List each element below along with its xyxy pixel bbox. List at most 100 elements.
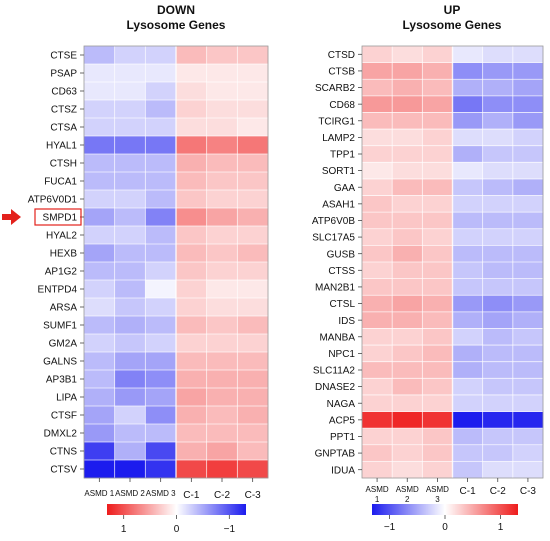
down-heatmap-cell — [114, 316, 146, 335]
up-heatmap-cell — [422, 428, 453, 446]
down-column-label: C-1 — [183, 490, 200, 501]
up-heatmap-cell — [482, 361, 514, 379]
down-heatmap-cell — [237, 118, 269, 137]
down-row-label: CTSA — [50, 123, 77, 134]
down-heatmap-cell — [84, 208, 115, 227]
down-heatmap-cell — [176, 64, 207, 83]
up-heatmap-cell — [362, 378, 393, 396]
down-heatmap-cell — [114, 424, 146, 443]
down-heatmap-cell — [206, 82, 238, 101]
up-heatmap-cell — [512, 228, 544, 246]
down-heatmap-cell — [206, 136, 238, 155]
up-heatmap-cell — [422, 212, 453, 230]
up-heatmap-cell — [512, 195, 544, 213]
up-heatmap-cell — [482, 62, 514, 80]
up-row-label: NPC1 — [328, 349, 355, 360]
up-heatmap-cell — [362, 112, 393, 130]
down-heatmap-cell — [145, 244, 177, 263]
up-heatmap-cell — [482, 145, 514, 163]
up-heatmap-cell — [452, 295, 483, 313]
down-heatmap-cell — [176, 352, 207, 371]
down-heatmap-cell — [237, 64, 269, 83]
up-heatmap-cell — [392, 228, 423, 246]
up-heatmap-cell — [452, 228, 483, 246]
down-row-label: CTSZ — [51, 105, 77, 116]
up-heatmap-cell — [422, 195, 453, 213]
down-heatmap-cell — [237, 46, 269, 65]
up-heatmap-cell — [452, 112, 483, 130]
up-heatmap-cell — [362, 411, 393, 429]
down-heatmap-cell — [114, 388, 146, 407]
up-heatmap-cell — [452, 79, 483, 97]
down-heatmap-cell — [84, 442, 115, 461]
down-heatmap-cell — [176, 100, 207, 119]
down-heatmap-cell — [145, 334, 177, 353]
up-heatmap-cell — [452, 311, 483, 329]
down-heatmap-cell — [84, 136, 115, 155]
up-heatmap-cell — [482, 444, 514, 462]
up-heatmap-cell — [512, 95, 544, 113]
down-heatmap-cell — [206, 64, 238, 83]
up-row-label: LAMP2 — [322, 133, 355, 144]
up-heatmap-cell — [392, 345, 423, 362]
down-heatmap-cell — [84, 370, 115, 389]
up-row-label: ATP6V0B — [312, 216, 355, 227]
up-heatmap-cell — [482, 378, 514, 396]
down-heatmap-cell — [237, 154, 269, 173]
down-heatmap-cell — [206, 442, 238, 461]
down-heatmap-cell — [145, 46, 177, 65]
up-colorbar-label: 0 — [442, 522, 448, 533]
up-heatmap-cell — [482, 345, 514, 362]
down-heatmap-cell — [206, 208, 238, 227]
up-heatmap-cell — [482, 328, 514, 346]
down-highlight-box — [34, 208, 82, 226]
down-heatmap-cell — [237, 424, 269, 443]
up-heatmap-cell — [422, 311, 453, 329]
up-column-label: 3 — [435, 495, 440, 504]
up-heatmap-cell — [392, 361, 423, 379]
down-row-label: HYAL1 — [46, 141, 77, 152]
up-column-label: ASMD — [396, 485, 419, 494]
up-row-label: SLC11A2 — [313, 366, 356, 377]
down-colorbar-label: 0 — [174, 524, 180, 535]
down-heatmap-cell — [114, 262, 146, 281]
down-heatmap-cell — [237, 280, 269, 299]
up-row-label: PPT1 — [330, 432, 355, 443]
down-heatmap-cell — [237, 226, 269, 245]
down-row-label: CD63 — [51, 87, 77, 98]
up-heatmap-cell — [422, 378, 453, 396]
up-heatmap-cell — [512, 112, 544, 130]
up-heatmap-cell — [362, 295, 393, 313]
down-heatmap-cell — [114, 406, 146, 425]
up-heatmap-cell — [362, 79, 393, 97]
up-colorbar-label: 1 — [498, 522, 504, 533]
up-heatmap-cell — [512, 129, 544, 146]
up-row-label: TPP1 — [330, 150, 355, 161]
down-colorbar-label: −1 — [224, 524, 236, 535]
up-heatmap-cell — [512, 328, 544, 346]
down-heatmap-cell — [237, 334, 269, 353]
up-heatmap-cell — [422, 411, 453, 429]
down-heatmap-cell — [206, 100, 238, 119]
up-column-label: 1 — [375, 495, 380, 504]
down-heatmap-cell — [176, 334, 207, 353]
up-row-label: SCARB2 — [315, 83, 355, 94]
up-heatmap-cell — [422, 328, 453, 346]
up-heatmap-cell — [482, 112, 514, 130]
down-heatmap-frame — [83, 45, 269, 479]
up-heatmap-cell — [452, 428, 483, 446]
down-heatmap-cell — [114, 442, 146, 461]
down-column-label: C-3 — [245, 490, 262, 501]
down-heatmap-cell — [237, 460, 269, 479]
down-heatmap-cell — [206, 244, 238, 263]
up-heatmap-cell — [482, 461, 514, 479]
down-heatmap-cell — [237, 262, 269, 281]
up-heatmap-cell — [362, 394, 393, 412]
up-heatmap-cell — [452, 262, 483, 279]
down-heatmap-cell — [145, 172, 177, 191]
up-row-label: GNPTAB — [315, 449, 356, 460]
up-heatmap-cell — [482, 245, 514, 263]
down-heatmap-cell — [176, 244, 207, 263]
down-column-label: ASMD 1 — [84, 489, 114, 498]
down-heatmap-cell — [84, 118, 115, 137]
